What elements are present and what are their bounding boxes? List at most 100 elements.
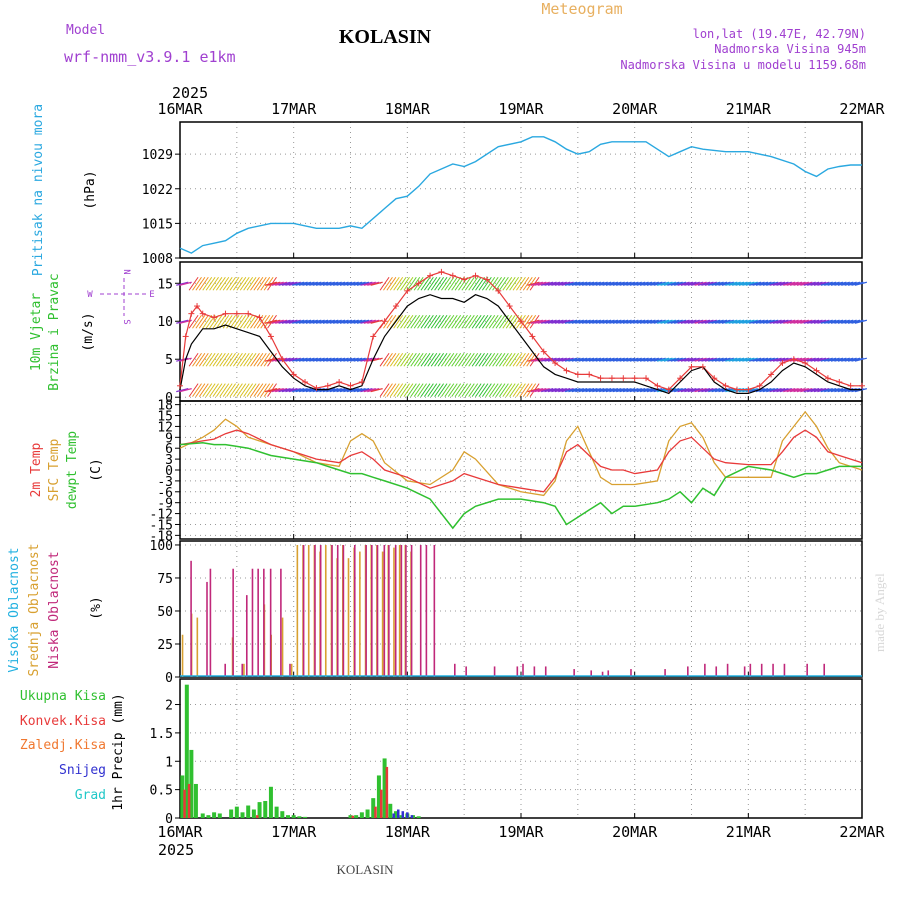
wind-barb xyxy=(626,319,639,324)
wind-barb xyxy=(718,388,731,393)
wind-barb xyxy=(295,357,308,362)
precip-bar xyxy=(206,815,211,818)
cloud-panel: 0 25 50 75 100 xyxy=(150,539,863,686)
wind-barb xyxy=(585,357,598,362)
wind-barb xyxy=(697,281,711,286)
wind-barb xyxy=(670,388,683,393)
sfc-label: SFC Temp xyxy=(47,439,62,502)
wind-barb xyxy=(588,319,602,324)
wind-barb xyxy=(209,276,219,291)
precip-bar xyxy=(246,805,251,818)
wind-barb xyxy=(752,357,765,362)
wind-barb xyxy=(571,319,584,324)
wind-barb xyxy=(353,357,366,362)
model-label: Model xyxy=(66,23,105,38)
wind-barb xyxy=(827,357,840,362)
wind-barb xyxy=(485,352,496,367)
wind-barb xyxy=(670,281,683,286)
wind-barb xyxy=(406,314,417,329)
wind-barb xyxy=(461,383,472,397)
y-tick-label: 10 xyxy=(157,315,173,330)
wind-barb xyxy=(616,319,629,324)
wind-barb xyxy=(236,383,247,397)
wind-barb xyxy=(554,319,567,324)
wind-barb xyxy=(468,276,479,291)
panel-frame xyxy=(179,121,863,259)
wind-barb xyxy=(312,319,325,324)
wind-barb xyxy=(288,281,301,286)
wind-barb xyxy=(834,357,847,362)
precip-bar xyxy=(291,815,296,818)
wind-barb xyxy=(844,319,857,324)
wind-barb xyxy=(288,388,301,393)
wind-barb xyxy=(481,352,492,367)
wind-barb xyxy=(198,314,209,329)
wind-barb xyxy=(697,319,711,324)
wind-barb xyxy=(806,319,820,324)
wind-barb xyxy=(670,357,683,362)
wind-barb xyxy=(512,276,523,291)
wind-barb xyxy=(762,388,775,393)
wind-barb xyxy=(759,357,772,362)
wind-barb xyxy=(789,388,803,393)
compass-west: W xyxy=(87,290,93,300)
pressure-label: Pritisak na nivou mora xyxy=(31,104,46,276)
wind-barb xyxy=(332,357,346,362)
time-label-bottom: 20MAR xyxy=(612,823,658,841)
wind-barb xyxy=(609,357,622,362)
wind-barb xyxy=(704,357,717,362)
wind-barb xyxy=(346,357,359,362)
wind-barb xyxy=(725,357,738,362)
wind-barb xyxy=(295,388,308,393)
wind-barb xyxy=(847,281,861,286)
wind-barb xyxy=(680,357,694,362)
wind-barb xyxy=(830,388,844,393)
wind-barb xyxy=(646,357,659,362)
wind-barb xyxy=(585,388,598,393)
wind-barb xyxy=(605,388,619,393)
wind-barb xyxy=(485,314,496,329)
wind-barb xyxy=(633,388,646,393)
wind-barb xyxy=(585,281,598,286)
wind-barb xyxy=(447,352,458,367)
wind-barb xyxy=(786,281,799,286)
y-tick-label: 5 xyxy=(165,353,173,368)
wind-barb xyxy=(292,281,305,286)
wind-barb xyxy=(336,388,349,393)
wind-barb xyxy=(326,357,339,362)
precip-bar xyxy=(268,786,273,818)
wind-barb xyxy=(195,352,206,367)
wind-barb xyxy=(844,357,857,362)
wind-barb xyxy=(288,319,301,324)
wind-barb xyxy=(386,383,397,397)
wind-barb xyxy=(547,319,561,324)
wind-barb xyxy=(471,352,482,367)
wind-barb xyxy=(786,388,799,393)
wind-barb xyxy=(793,388,806,393)
wind-barb xyxy=(363,281,376,286)
wind-barb xyxy=(605,357,619,362)
panel-frame xyxy=(179,678,863,819)
wind-barb xyxy=(437,352,448,367)
wind-barb xyxy=(800,357,813,362)
wind-barb xyxy=(271,281,284,286)
wind-barb xyxy=(370,388,383,393)
y-tick-label: 0 xyxy=(165,812,173,827)
wind-barb xyxy=(708,357,721,362)
wind-barb xyxy=(646,281,659,286)
legend-frz-rain: Zaledj.Kisa xyxy=(20,738,106,753)
wind-barb xyxy=(495,352,506,367)
wind-barb xyxy=(636,319,649,324)
wind-barb xyxy=(264,319,278,324)
wind-barb xyxy=(772,357,786,362)
wind-barb xyxy=(239,352,250,367)
precip-bar xyxy=(382,758,387,818)
wind-barb xyxy=(766,357,779,362)
wind-barb xyxy=(585,319,598,324)
wind-barb xyxy=(179,281,192,286)
model-name: wrf-nmm_v3.9.1 e1km xyxy=(64,48,236,66)
wind-barb xyxy=(677,357,690,362)
wind-barb xyxy=(406,383,417,397)
precip-bar xyxy=(180,775,185,818)
precip-bar xyxy=(388,803,393,818)
